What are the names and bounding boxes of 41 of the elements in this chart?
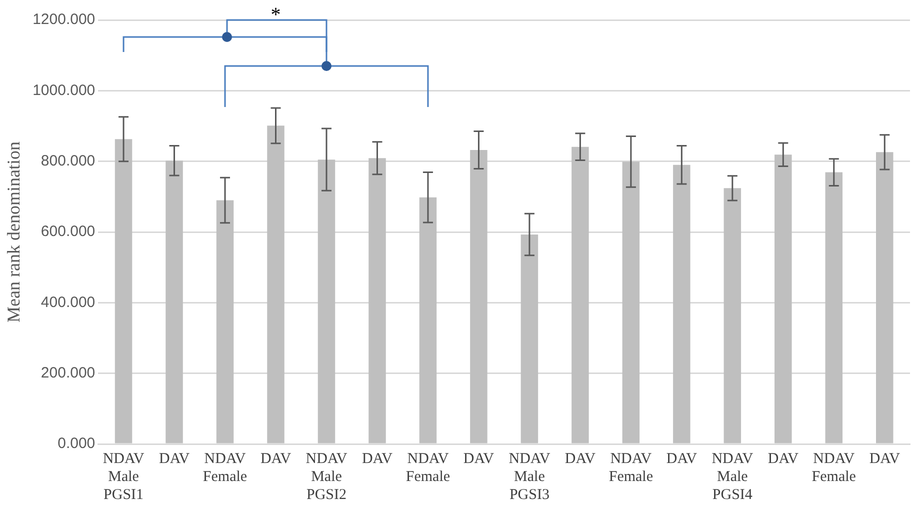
y-tick-label: 0.000 (58, 435, 96, 452)
x-tick-label: DAV (768, 450, 799, 467)
x-tick-label: NDAV Male PGSI3 (508, 450, 550, 503)
bar (724, 188, 742, 444)
y-tick-label: 200.000 (40, 364, 96, 382)
x-tick-label: DAV (158, 450, 190, 467)
x-tick-label: NDAV Female (202, 450, 248, 485)
x-tick-label: NDAV Female (608, 450, 654, 485)
x-tick-label: NDAV Male PGSI4 (712, 450, 754, 503)
y-tick-label: 1000.000 (32, 82, 96, 99)
x-tick-label: NDAV Male PGSI1 (102, 450, 144, 503)
bar (470, 150, 488, 444)
bar (673, 164, 690, 444)
y-tick-label: 800.000 (40, 152, 96, 170)
x-tick-label: DAV (463, 450, 494, 467)
annotation: * (270, 4, 282, 27)
bar (368, 158, 386, 444)
x-tick-label: NDAV Female (812, 450, 856, 485)
x-tick-label: DAV (362, 450, 393, 467)
x-tick-label: DAV (666, 450, 698, 467)
bar (572, 146, 589, 444)
x-tick-label: NDAV Female (406, 450, 450, 485)
y-tick-label: 400.000 (40, 294, 96, 311)
bar (622, 162, 640, 444)
bar (419, 197, 437, 444)
bar (876, 152, 894, 444)
x-tick-label: DAV (564, 450, 596, 467)
x-tick-label: NDAV Male PGSI2 (306, 450, 348, 503)
bar (166, 160, 183, 444)
bar (216, 200, 234, 444)
x-tick-label: DAV (260, 450, 292, 467)
x-tick-label: DAV (869, 450, 900, 467)
y-tick-label: 600.000 (40, 223, 96, 240)
y-axis-title: Mean rank denomination (4, 142, 24, 322)
bar (318, 160, 336, 444)
bar (114, 139, 132, 444)
bar (774, 154, 792, 444)
bar (267, 126, 284, 444)
y-tick-label: 1200.000 (32, 11, 96, 28)
bar (825, 172, 843, 444)
bar (520, 234, 538, 444)
